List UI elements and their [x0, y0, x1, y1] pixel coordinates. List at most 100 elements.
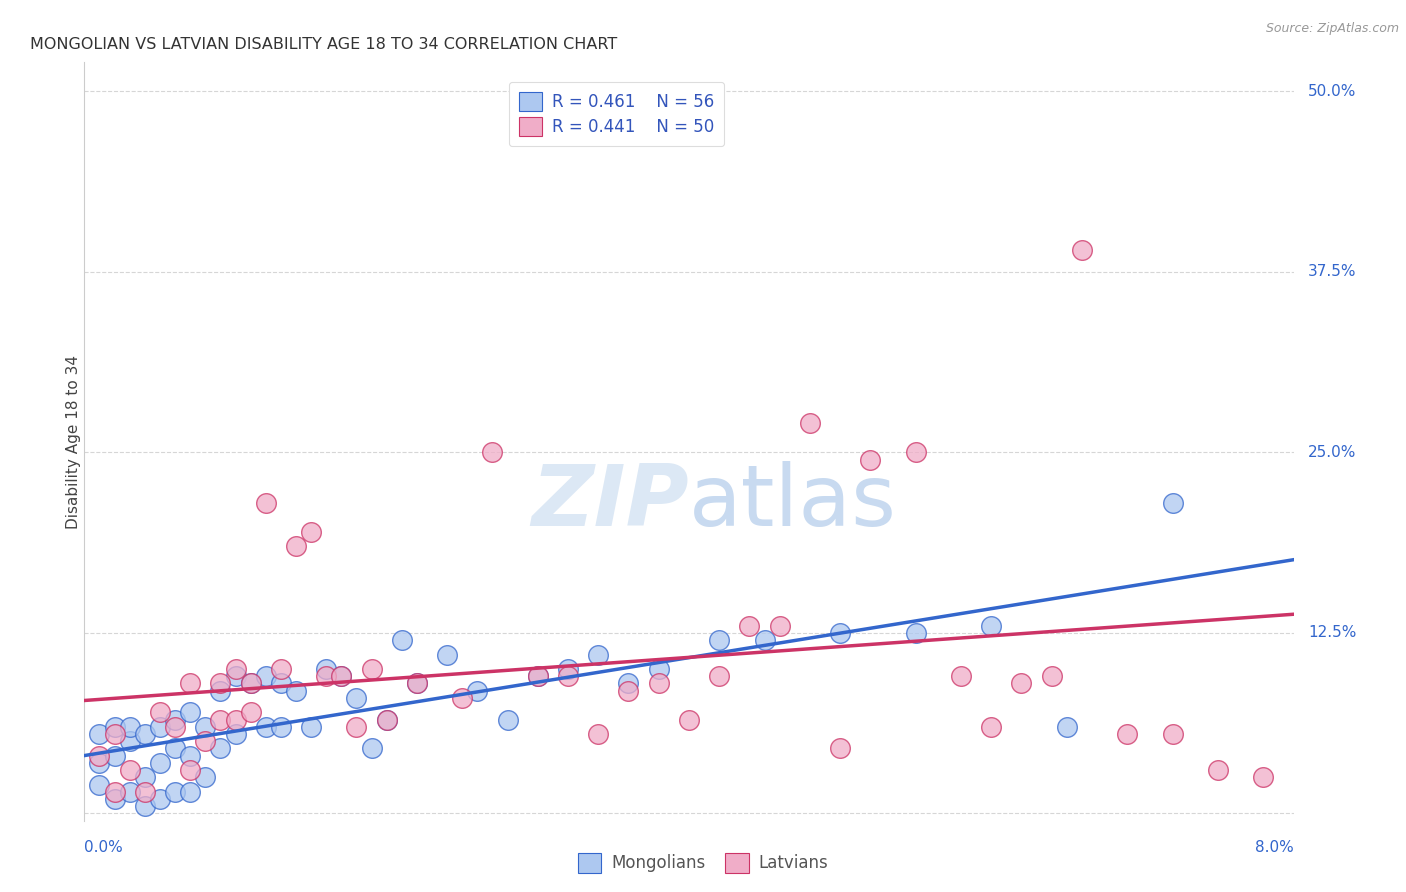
Point: [1071, 243, 1094, 257]
Point: [346, 720, 368, 734]
Point: [436, 648, 458, 662]
Point: [315, 669, 337, 683]
Point: [1116, 727, 1139, 741]
Point: [980, 720, 1002, 734]
Point: [254, 669, 277, 683]
Point: [859, 452, 882, 467]
Point: [1056, 720, 1078, 734]
Point: [481, 445, 503, 459]
Point: [360, 662, 382, 676]
Point: [451, 690, 474, 705]
Text: 50.0%: 50.0%: [1308, 84, 1357, 99]
Text: 8.0%: 8.0%: [1254, 839, 1294, 855]
Point: [149, 756, 172, 770]
Point: [89, 756, 111, 770]
Point: [496, 713, 519, 727]
Point: [375, 713, 398, 727]
Point: [1040, 669, 1063, 683]
Point: [467, 683, 489, 698]
Point: [179, 785, 201, 799]
Point: [149, 706, 172, 720]
Point: [239, 676, 262, 690]
Point: [270, 676, 292, 690]
Point: [527, 669, 550, 683]
Legend: R = 0.461    N = 56, R = 0.441    N = 50: R = 0.461 N = 56, R = 0.441 N = 50: [509, 82, 724, 146]
Point: [285, 683, 308, 698]
Point: [360, 741, 382, 756]
Point: [165, 713, 187, 727]
Point: [1161, 727, 1184, 741]
Point: [149, 792, 172, 806]
Point: [89, 748, 111, 763]
Point: [270, 720, 292, 734]
Point: [134, 727, 156, 741]
Point: [1253, 770, 1275, 784]
Point: [89, 727, 111, 741]
Point: [239, 676, 262, 690]
Point: [769, 618, 792, 632]
Point: [1161, 496, 1184, 510]
Point: [179, 748, 201, 763]
Point: [1011, 676, 1033, 690]
Text: 37.5%: 37.5%: [1308, 264, 1357, 279]
Point: [330, 669, 353, 683]
Point: [406, 676, 429, 690]
Point: [165, 720, 187, 734]
Point: [709, 633, 731, 648]
Point: [799, 417, 821, 431]
Point: [225, 713, 247, 727]
Point: [165, 741, 187, 756]
Point: [225, 727, 247, 741]
Point: [648, 676, 671, 690]
Point: [118, 720, 141, 734]
Point: [104, 720, 127, 734]
Point: [648, 662, 671, 676]
Point: [104, 792, 127, 806]
Point: [738, 618, 761, 632]
Point: [904, 626, 927, 640]
Text: Source: ZipAtlas.com: Source: ZipAtlas.com: [1265, 22, 1399, 36]
Point: [165, 785, 187, 799]
Point: [950, 669, 973, 683]
Point: [285, 539, 308, 553]
Point: [830, 741, 852, 756]
Point: [527, 669, 550, 683]
Text: 0.0%: 0.0%: [84, 839, 124, 855]
Legend: Mongolians, Latvians: Mongolians, Latvians: [571, 847, 835, 880]
Point: [254, 720, 277, 734]
Point: [557, 662, 579, 676]
Point: [89, 778, 111, 792]
Point: [406, 676, 429, 690]
Point: [980, 618, 1002, 632]
Point: [617, 683, 640, 698]
Point: [179, 763, 201, 777]
Point: [134, 799, 156, 814]
Point: [134, 770, 156, 784]
Point: [179, 706, 201, 720]
Point: [104, 748, 127, 763]
Point: [557, 669, 579, 683]
Point: [194, 720, 217, 734]
Point: [179, 676, 201, 690]
Text: 12.5%: 12.5%: [1308, 625, 1357, 640]
Point: [209, 683, 232, 698]
Point: [118, 763, 141, 777]
Point: [194, 734, 217, 748]
Point: [299, 524, 322, 539]
Text: atlas: atlas: [689, 460, 897, 544]
Point: [118, 734, 141, 748]
Point: [104, 785, 127, 799]
Point: [209, 676, 232, 690]
Point: [330, 669, 353, 683]
Point: [299, 720, 322, 734]
Text: ZIP: ZIP: [531, 460, 689, 544]
Point: [118, 785, 141, 799]
Point: [225, 669, 247, 683]
Point: [270, 662, 292, 676]
Point: [194, 770, 217, 784]
Point: [134, 785, 156, 799]
Point: [375, 713, 398, 727]
Text: MONGOLIAN VS LATVIAN DISABILITY AGE 18 TO 34 CORRELATION CHART: MONGOLIAN VS LATVIAN DISABILITY AGE 18 T…: [30, 37, 617, 52]
Y-axis label: Disability Age 18 to 34: Disability Age 18 to 34: [66, 354, 80, 529]
Point: [209, 713, 232, 727]
